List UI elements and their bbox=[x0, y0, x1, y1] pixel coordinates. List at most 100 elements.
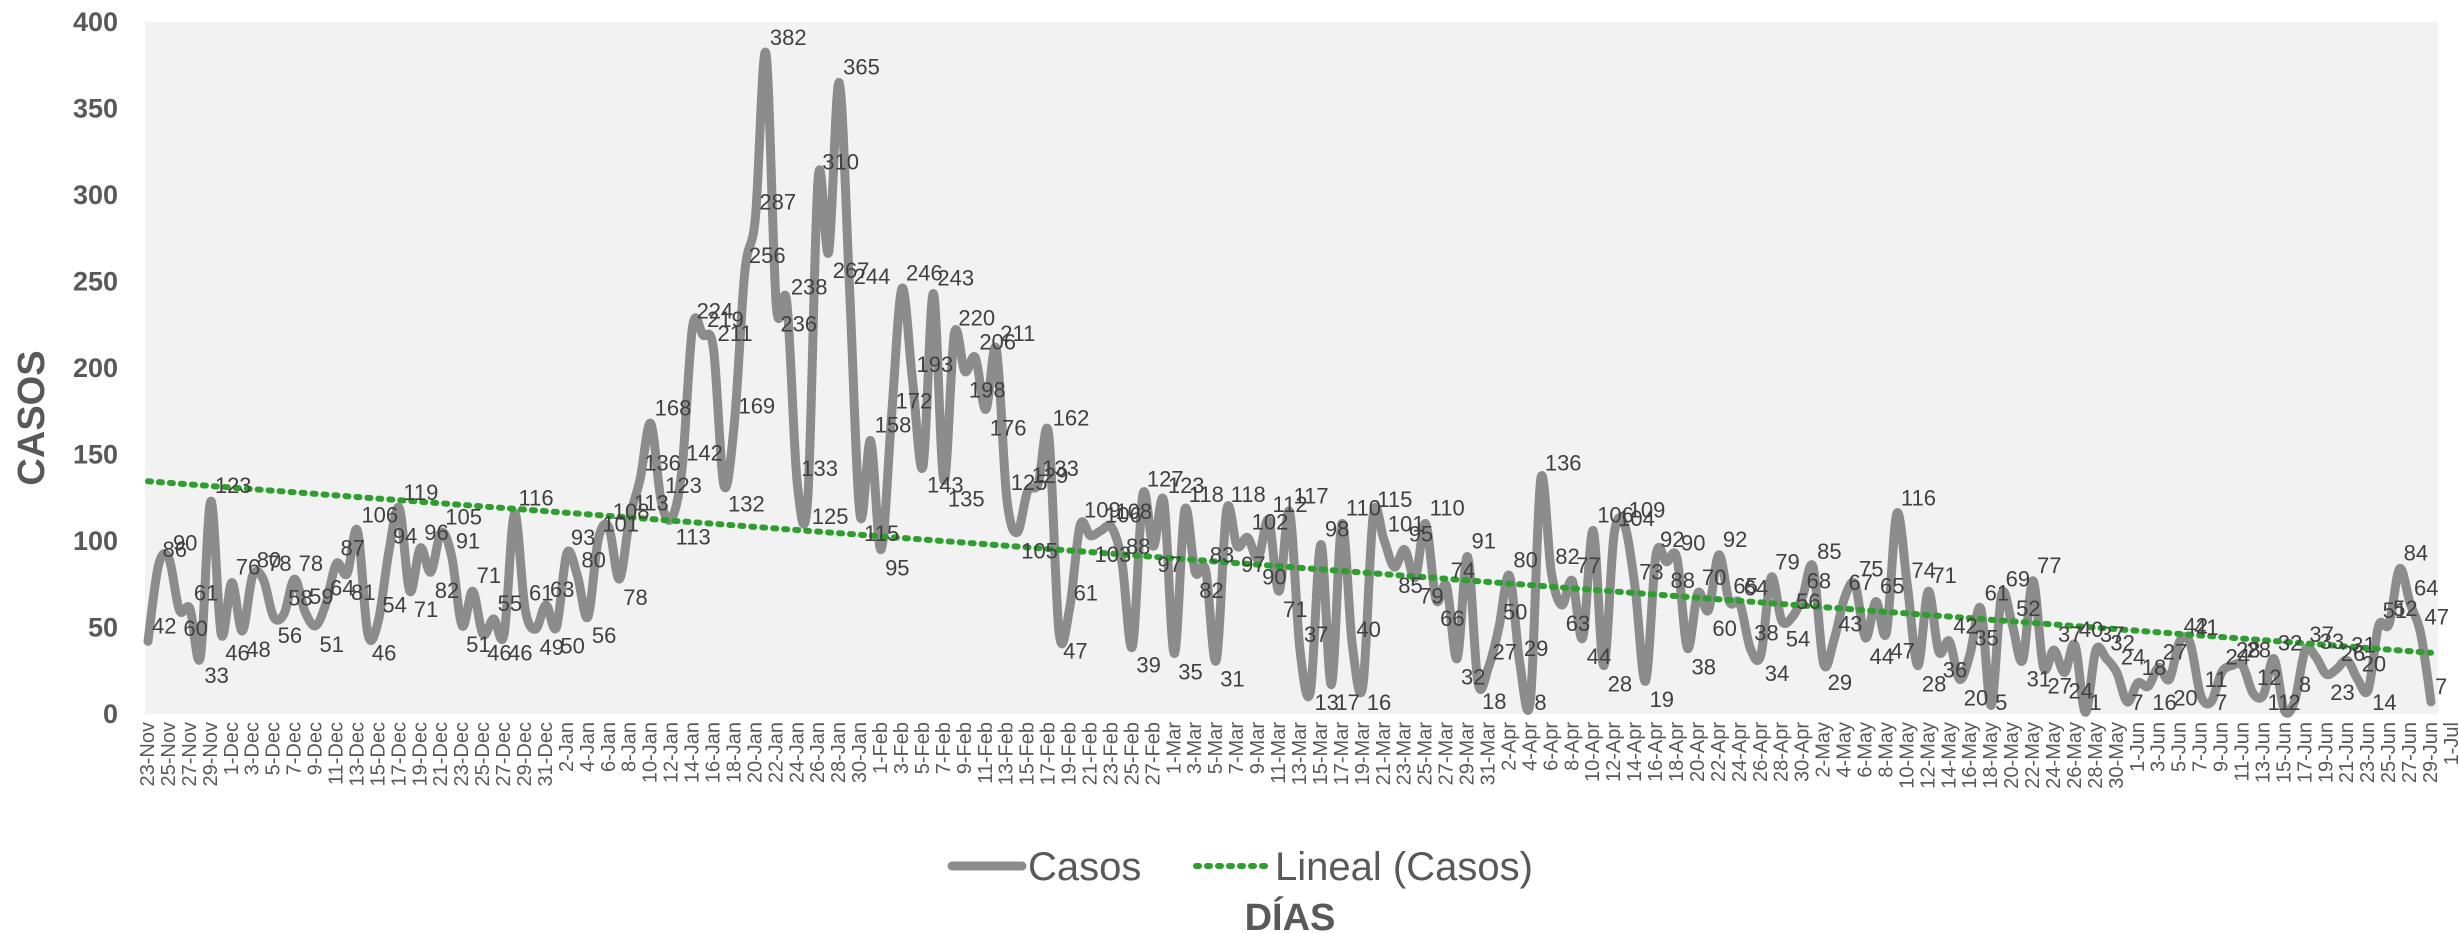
data-label: 80 bbox=[257, 548, 281, 573]
x-tick-label: 15-Jun bbox=[2273, 722, 2295, 783]
x-tick-label: 13-Feb bbox=[996, 722, 1018, 785]
x-tick-label: 9-Mar bbox=[1247, 722, 1269, 775]
data-label: 42 bbox=[2184, 613, 2208, 638]
x-tick-label: 30-Apr bbox=[1792, 722, 1814, 782]
data-label: 127 bbox=[1147, 466, 1184, 491]
x-tick-label: 20-Apr bbox=[1687, 722, 1709, 782]
data-label: 158 bbox=[875, 413, 912, 438]
x-tick-label: 24-May bbox=[2043, 722, 2065, 789]
data-label: 106 bbox=[1597, 503, 1634, 528]
legend: Casos Lineal (Casos) bbox=[947, 845, 1533, 889]
data-label: 116 bbox=[519, 485, 554, 510]
data-label: 40 bbox=[1356, 617, 1380, 642]
data-label: 31 bbox=[2027, 666, 2051, 691]
data-label: 109 bbox=[1629, 497, 1666, 522]
data-label: 50 bbox=[560, 634, 584, 659]
data-label: 47 bbox=[2425, 605, 2449, 630]
data-label: 94 bbox=[393, 523, 417, 548]
data-label: 198 bbox=[969, 377, 1006, 402]
data-label: 39 bbox=[1136, 653, 1160, 678]
x-tick-label: 23-Dec bbox=[451, 722, 473, 786]
data-label: 71 bbox=[1283, 597, 1307, 622]
data-label: 96 bbox=[424, 520, 448, 545]
x-tick-label: 5-Jun bbox=[2169, 722, 2191, 772]
data-label: 246 bbox=[906, 260, 943, 285]
x-tick-label: 3-Jun bbox=[2148, 722, 2170, 772]
data-label: 11 bbox=[2267, 690, 2290, 715]
data-label: 27 bbox=[2163, 639, 2187, 664]
x-tick-label: 22-May bbox=[2022, 722, 2044, 789]
data-label: 7 bbox=[2215, 690, 2227, 715]
data-label: 54 bbox=[382, 593, 406, 618]
x-tick-label: 6-Apr bbox=[1540, 722, 1562, 771]
x-tick-label: 18-May bbox=[1980, 722, 2002, 789]
x-tick-label: 6-Jan bbox=[598, 722, 620, 772]
data-label: 98 bbox=[1325, 516, 1349, 541]
data-label: 211 bbox=[718, 321, 753, 346]
data-label: 77 bbox=[1576, 553, 1600, 578]
x-tick-label: 31-Mar bbox=[1477, 722, 1499, 786]
x-tick-label: 11-Dec bbox=[326, 722, 348, 785]
data-label: 32 bbox=[2110, 631, 2134, 656]
data-label: 267 bbox=[833, 258, 870, 283]
data-label: 82 bbox=[1555, 544, 1579, 569]
x-tick-label: 16-Apr bbox=[1645, 722, 1667, 782]
series-line-lineal-trend bbox=[145, 478, 2434, 656]
x-tick-label: 27-Jun bbox=[2399, 722, 2421, 783]
data-label: 55 bbox=[498, 591, 522, 616]
x-tick-label: 5-Feb bbox=[912, 722, 934, 774]
x-axis-title: DÍAS bbox=[1245, 895, 1336, 933]
x-tick-label: 1-Feb bbox=[870, 722, 892, 774]
data-label: 63 bbox=[550, 577, 574, 602]
x-tick-label: 3-Dec bbox=[242, 722, 264, 775]
data-label: 142 bbox=[686, 440, 723, 465]
data-label: 80 bbox=[581, 548, 605, 573]
data-label: 172 bbox=[896, 388, 933, 413]
x-tick-label: 28-Jan bbox=[828, 722, 850, 783]
x-tick-label: 24-Apr bbox=[1729, 722, 1751, 782]
x-tick-label: 30-Jan bbox=[849, 722, 871, 783]
x-tick-label: 25-Dec bbox=[472, 722, 494, 786]
x-tick-label: 19-Feb bbox=[1059, 722, 1081, 785]
x-tick-label: 13-Mar bbox=[1289, 722, 1311, 786]
data-label: 97 bbox=[1157, 552, 1181, 577]
data-label: 46 bbox=[372, 640, 396, 665]
data-label: 80 bbox=[1513, 548, 1537, 573]
data-label: 13 bbox=[1314, 690, 1338, 715]
data-label: 243 bbox=[937, 266, 974, 291]
x-tick-label: 28-May bbox=[2085, 722, 2107, 789]
data-label: 41 bbox=[2194, 615, 2218, 640]
data-label: 38 bbox=[1754, 620, 1778, 645]
data-label: 19 bbox=[1650, 687, 1674, 712]
data-label: 103 bbox=[1095, 542, 1132, 567]
x-tick-label: 10-May bbox=[1896, 722, 1918, 789]
data-label: 105 bbox=[1021, 538, 1058, 563]
data-label: 52 bbox=[2393, 596, 2417, 621]
x-tick-label: 9-Jun bbox=[2211, 722, 2233, 772]
data-label: 83 bbox=[1210, 542, 1234, 567]
data-label: 29 bbox=[1524, 636, 1548, 661]
data-label: 136 bbox=[1545, 451, 1582, 476]
data-label: 88 bbox=[1126, 534, 1150, 559]
data-label: 35 bbox=[1178, 659, 1202, 684]
data-label: 78 bbox=[267, 551, 291, 576]
x-tick-label: 19-Jun bbox=[2315, 722, 2337, 783]
data-label: 133 bbox=[801, 456, 838, 481]
data-label: 125 bbox=[1011, 470, 1048, 495]
data-label: 16 bbox=[2152, 690, 2176, 715]
x-tick-label: 2-Jan bbox=[556, 722, 578, 772]
x-tick-label: 19-Dec bbox=[409, 722, 431, 786]
data-label: 37 bbox=[1304, 622, 1328, 647]
y-tick-label: 400 bbox=[73, 7, 118, 37]
data-label: 20 bbox=[1964, 685, 1988, 710]
data-label: 38 bbox=[1691, 654, 1715, 679]
x-tick-label: 9-Dec bbox=[305, 722, 327, 775]
data-label: 106 bbox=[1105, 503, 1142, 528]
data-label: 256 bbox=[749, 243, 786, 268]
data-label: 17 bbox=[1335, 690, 1359, 715]
data-label: 23 bbox=[2330, 680, 2354, 705]
x-tick-label: 1-Dec bbox=[221, 722, 243, 775]
x-tick-label: 21-Jun bbox=[2336, 722, 2358, 783]
data-label: 287 bbox=[759, 189, 796, 214]
data-label: 79 bbox=[1775, 549, 1799, 574]
